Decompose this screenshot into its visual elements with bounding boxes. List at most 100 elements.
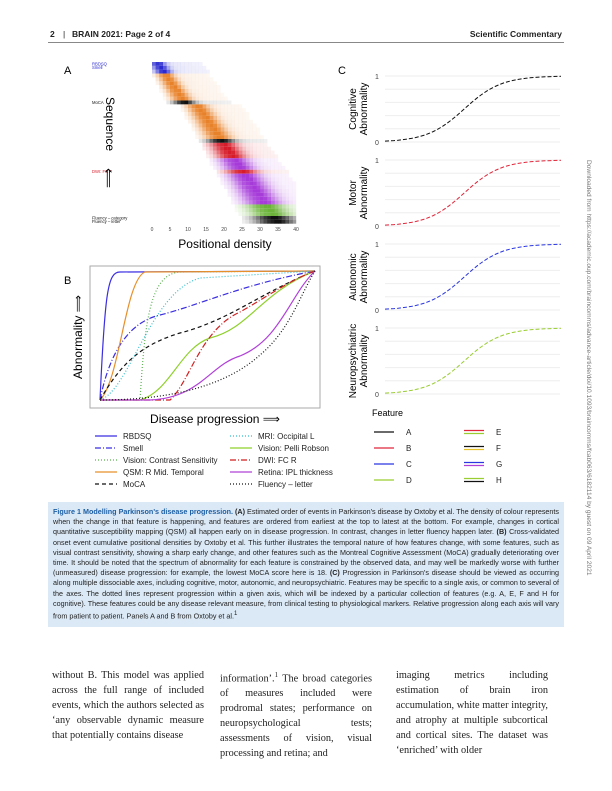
heatmap-cell xyxy=(195,96,199,101)
heatmap-cell xyxy=(242,150,246,155)
y-tick-label: 1 xyxy=(375,326,379,333)
heatmap-cell xyxy=(256,150,261,155)
heatmap-cell xyxy=(274,196,279,201)
heatmap-cell xyxy=(249,169,253,174)
heatmap-cell xyxy=(170,62,174,66)
heatmap-cell xyxy=(206,108,210,113)
heatmap-cell xyxy=(152,65,156,70)
heatmap-cell xyxy=(191,62,196,66)
heatmap-cell xyxy=(159,69,163,74)
figure-bg xyxy=(48,52,564,500)
heatmap-cell xyxy=(234,142,239,147)
heatmap-cell xyxy=(213,115,217,120)
heatmap-cell xyxy=(231,146,235,151)
heatmap-cell xyxy=(274,200,279,205)
heatmap-cell xyxy=(274,189,279,193)
heatmap-cell xyxy=(285,189,289,193)
heatmap-cell xyxy=(238,185,243,190)
heatmap-cell xyxy=(234,185,239,190)
heatmap-cell xyxy=(159,65,163,70)
heatmap-cell xyxy=(238,208,243,213)
heatmap-cell xyxy=(252,135,257,139)
heatmap-cell xyxy=(227,142,232,147)
heatmap-cell xyxy=(249,127,253,132)
heatmap-cell xyxy=(252,181,257,186)
heatmap-cell xyxy=(170,69,174,74)
heatmap-cell xyxy=(238,165,243,170)
heatmap-cell xyxy=(292,216,297,220)
heatmap-cell xyxy=(184,73,189,78)
y-label: Motor xyxy=(348,180,359,206)
heatmap-cell xyxy=(166,85,171,89)
heatmap-cell xyxy=(216,135,221,139)
heatmap-cell xyxy=(224,139,228,143)
heatmap-cell xyxy=(234,200,239,205)
heatmap-cell xyxy=(263,219,268,224)
heatmap-cell xyxy=(249,154,253,159)
heatmap-cell xyxy=(177,69,181,74)
heatmap-cell xyxy=(263,139,268,143)
heatmap-cell xyxy=(162,65,167,70)
heatmap-cell xyxy=(216,108,221,113)
heatmap-cell xyxy=(260,135,264,139)
heatmap-cell xyxy=(191,104,196,109)
heatmap-cell xyxy=(184,104,189,109)
heatmap-cell xyxy=(191,88,196,93)
heatmap-cell xyxy=(260,196,264,201)
heatmap-cell xyxy=(242,146,246,151)
heatmap-cell xyxy=(170,77,174,82)
heatmap-cell xyxy=(285,219,289,224)
heatmap-cell xyxy=(252,212,257,216)
heatmap-cell xyxy=(274,212,279,216)
heatmap-cell xyxy=(166,69,171,74)
heatmap-cell xyxy=(245,208,250,213)
heatmap-cell xyxy=(245,212,250,216)
heatmap-cell xyxy=(238,189,243,193)
heatmap-cell xyxy=(260,139,264,143)
heatmap-cell xyxy=(260,189,264,193)
heatmap-cell xyxy=(227,108,232,113)
separator: | xyxy=(63,29,66,39)
heatmap-cell xyxy=(245,119,250,124)
heatmap-cell xyxy=(227,146,232,151)
x-tick-label: 20 xyxy=(221,227,227,233)
heatmap-cell xyxy=(234,158,239,163)
heatmap-cell xyxy=(231,135,235,139)
heatmap-cell xyxy=(263,196,268,201)
heatmap-cell xyxy=(260,200,264,205)
heatmap-cell xyxy=(238,212,243,216)
heatmap-cell xyxy=(220,150,225,155)
heatmap-cell xyxy=(177,65,181,70)
heatmap-cell xyxy=(267,158,271,163)
heatmap-cell xyxy=(278,173,282,178)
panel-label: A xyxy=(64,65,72,77)
heatmap-cell xyxy=(292,208,297,213)
heatmap-cell xyxy=(216,112,221,116)
heatmap-cell xyxy=(209,100,214,105)
heatmap-cell xyxy=(162,69,167,74)
progression-curve xyxy=(384,159,562,226)
heatmap-cell xyxy=(288,216,293,220)
legend-label: B xyxy=(406,444,411,453)
heatmap-cell xyxy=(202,123,207,128)
caption-text: Estimated order of events in Parkinson's… xyxy=(53,507,560,537)
heatmap-cell xyxy=(224,154,228,159)
heatmap-cell xyxy=(270,200,275,205)
heatmap-cell xyxy=(209,104,214,109)
heatmap-cell xyxy=(191,85,196,89)
heatmap-cell xyxy=(249,204,253,209)
heatmap-cell xyxy=(209,131,214,136)
heatmap-cell xyxy=(213,96,217,101)
heatmap-cell xyxy=(173,62,178,66)
heatmap-cell xyxy=(213,100,217,105)
heatmap-cell xyxy=(231,185,235,190)
y-tick-label: 0 xyxy=(375,308,379,315)
heatmap-cell xyxy=(206,104,210,109)
row-label: Smell xyxy=(92,65,103,70)
heatmap-cell xyxy=(152,73,156,78)
heatmap-cell xyxy=(242,119,246,124)
heatmap-cell xyxy=(209,135,214,139)
heatmap-cell xyxy=(249,139,253,143)
heatmap-cell xyxy=(234,204,239,209)
heatmap-cell xyxy=(220,173,225,178)
